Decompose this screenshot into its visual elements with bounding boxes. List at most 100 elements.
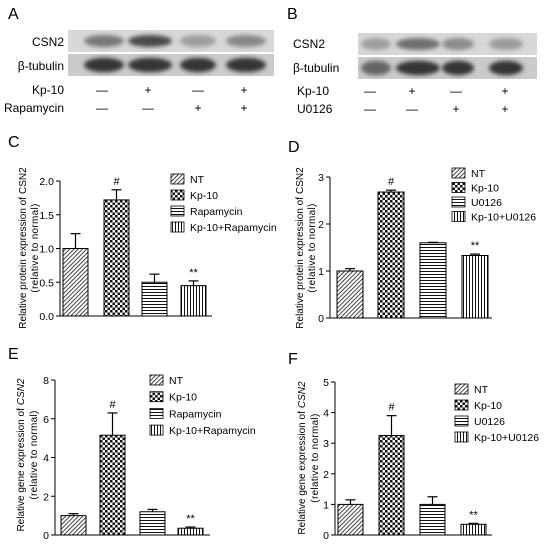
y-tick-label: 1.5 [39, 210, 54, 222]
bar-kp-10-u0126 [461, 254, 489, 319]
significance-label: # [388, 176, 395, 188]
blot-band [226, 35, 266, 47]
blot-row-csn2 [358, 33, 537, 55]
bar-nt [62, 248, 89, 317]
panel-label-b: B [287, 6, 298, 23]
legend-swatch [454, 431, 469, 443]
blot-band [442, 38, 474, 50]
y-tick-label: 2 [318, 219, 324, 231]
bar-kp-10-rapamycin [180, 285, 207, 317]
y-axis-label-gene: CSN2 [295, 167, 306, 194]
bar-u0126 [419, 242, 447, 319]
y-tick-label: 2.0 [39, 176, 54, 188]
y-axis-sublabel: (relative to normal) [310, 413, 321, 502]
blot-band [396, 60, 440, 76]
legend-label: Kp-10 [471, 183, 499, 195]
condition-sign: — [192, 83, 204, 97]
blot-band [84, 35, 124, 47]
blot-band [396, 38, 440, 50]
bar-nt [336, 270, 364, 319]
bar-rapamycin [139, 511, 166, 536]
y-tick-label: 2 [323, 469, 329, 481]
y-axis-sublabel: (relative to normal) [30, 203, 41, 292]
panel-c: C 0.0 0.5 1.0 1.5 2.0 # ** NT Kp-10 Rapamycin Kp-1… [8, 134, 277, 329]
y-axis-label: Relative gene expression of CSN2 [297, 381, 308, 535]
y-axis-label-text: Relative protein expression of [18, 197, 29, 329]
bar-kp-10 [378, 435, 405, 536]
y-axis-label-gene: CSN2 [16, 378, 27, 405]
significance-label: ** [189, 267, 198, 279]
condition-label-rapamycin: Rapamycin [4, 101, 64, 115]
legend-swatch [149, 424, 164, 436]
y-axis-label-gene: CSN2 [18, 167, 29, 194]
y-tick-label: 3 [323, 438, 329, 450]
blot-band [180, 57, 216, 73]
legend-label: NT [474, 384, 489, 396]
condition-sign: — [96, 101, 108, 115]
bar-kp-10-u0126 [460, 523, 487, 536]
y-tick-label: 0.5 [39, 277, 54, 289]
panel-e: E 0 2 4 6 8 # ** NT Kp-10 Rapamycin Kp-10+Rapamyci… [8, 346, 256, 542]
legend-label: NT [190, 174, 205, 186]
legend-label: Kp-10 [169, 392, 197, 404]
y-tick-label: 8 [43, 375, 49, 387]
legend-swatch [451, 196, 466, 208]
legend-swatch [170, 205, 185, 217]
legend-swatch [451, 167, 466, 179]
significance-label: ** [186, 513, 195, 525]
legend-swatch [170, 189, 185, 201]
y-tick-label: 6 [43, 414, 49, 426]
y-axis-label: Relative protein expression of CSN2 [295, 167, 306, 329]
panel-label-c: C [8, 134, 20, 151]
bar-nt [337, 503, 364, 536]
blot-band [489, 38, 523, 50]
condition-sign: + [501, 102, 508, 116]
y-tick-label: 1 [318, 266, 324, 278]
blot-row-csn2 [68, 30, 274, 52]
blot-band [84, 57, 124, 73]
panel-label-e: E [8, 346, 19, 363]
condition-sign: — [364, 84, 376, 98]
legend-swatch [454, 415, 469, 427]
legend-label: U0126 [471, 197, 502, 209]
blot-band [226, 57, 266, 73]
legend-label: Kp-10+Rapamycin [190, 222, 277, 234]
legend-swatch [170, 221, 185, 233]
blot-row-label: CSN2 [32, 35, 64, 49]
condition-sign: + [501, 84, 508, 98]
legend-label: U0126 [474, 416, 505, 428]
condition-sign: + [240, 83, 247, 97]
legend-swatch [451, 211, 466, 222]
significance-label: ** [471, 240, 480, 252]
legend-swatch [149, 391, 164, 403]
panel-b: B CSN2 β-tubulin Kp-10 — + — + U0126 — — + + [287, 6, 537, 116]
condition-sign: + [240, 101, 247, 115]
blot-row-tubulin [358, 57, 537, 79]
y-axis-label-text: Relative gene expression of [297, 411, 308, 535]
legend-label: Kp-10 [190, 190, 218, 202]
y-tick-label: 4 [43, 453, 49, 465]
legend-label: NT [471, 168, 486, 180]
legend-swatch [170, 173, 185, 185]
condition-sign: — [142, 101, 154, 115]
y-tick-label: 5 [323, 377, 329, 389]
legend-swatch [454, 399, 469, 411]
legend-label: Kp-10 [474, 400, 502, 412]
blot-band [180, 35, 216, 47]
condition-sign: — [364, 102, 376, 116]
blot-band [361, 38, 391, 50]
bar-kp-10 [103, 199, 130, 317]
condition-label-kp-10: Kp-10 [32, 83, 64, 97]
blot-row-label: CSN2 [293, 37, 325, 51]
y-tick-label: 4 [323, 408, 329, 420]
significance-label: ** [469, 509, 478, 521]
blot-band [489, 60, 523, 76]
bar-kp-10-rapamycin [177, 527, 204, 536]
blot-row-label: β-tubulin [293, 61, 339, 75]
panel-label-f: F [288, 351, 298, 368]
panel-label-d: D [288, 139, 300, 156]
blot-band [128, 35, 172, 47]
condition-label-kp-10: Kp-10 [297, 84, 329, 98]
y-axis-label: Relative protein expression of CSN2 [18, 167, 29, 329]
